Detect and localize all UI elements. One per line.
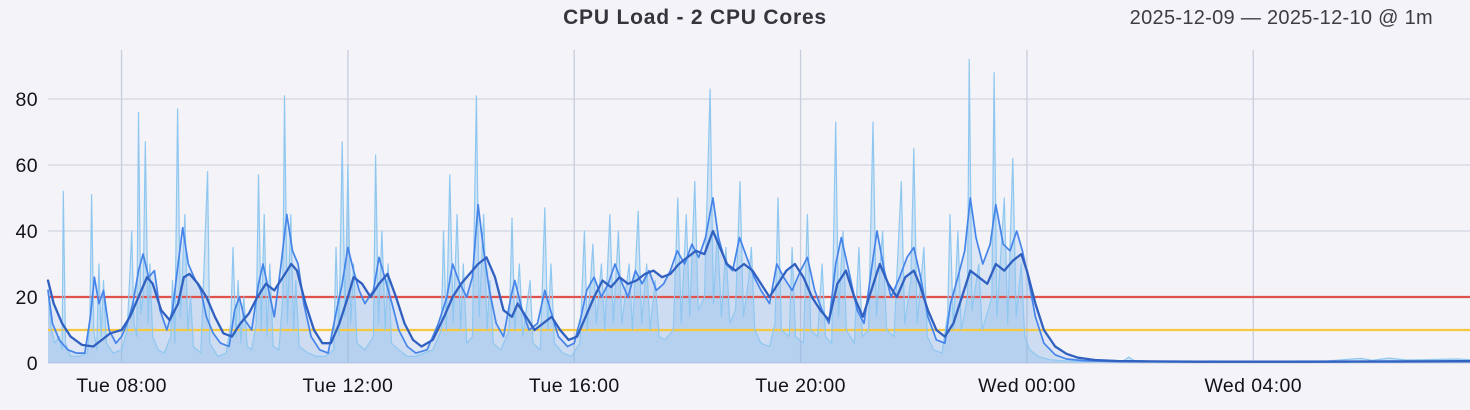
x-tick-label: Wed 04:00 — [1204, 375, 1302, 397]
x-tick-label: Wed 00:00 — [978, 375, 1076, 397]
y-tick-label: 60 — [16, 155, 39, 177]
y-tick-label: 80 — [16, 89, 39, 111]
x-tick-label: Tue 08:00 — [76, 375, 167, 397]
x-tick-label: Tue 16:00 — [529, 375, 620, 397]
load1-line — [47, 58, 1470, 362]
chart-header: CPU Load - 2 CPU Cores 2025-12-09 — 2025… — [0, 0, 1470, 38]
x-tick-label: Tue 20:00 — [755, 375, 846, 397]
y-tick-label: 20 — [16, 287, 39, 309]
load1-area — [48, 59, 1470, 364]
x-tick-label: Tue 12:00 — [303, 375, 394, 397]
load5-line — [47, 197, 1470, 363]
chart-title: CPU Load - 2 CPU Cores — [563, 6, 827, 29]
y-tick-label: 40 — [16, 221, 39, 243]
load15-line — [46, 229, 1470, 363]
date-range-label: 2025-12-09 — 2025-12-10 @ 1m — [1129, 7, 1433, 29]
y-tick-label: 0 — [27, 353, 38, 375]
